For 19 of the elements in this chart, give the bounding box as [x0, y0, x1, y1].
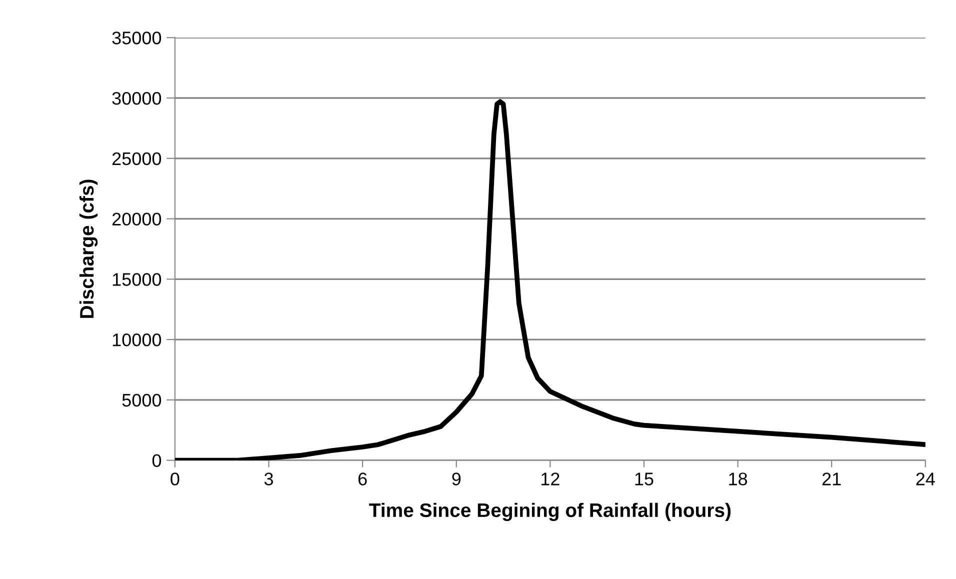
x-tick-label: 6: [358, 472, 367, 486]
y-tick-label: 10000: [112, 333, 162, 346]
y-tick-label: 15000: [112, 273, 162, 286]
x-tick-label: 12: [542, 472, 560, 486]
x-tick-label: 3: [264, 472, 273, 486]
y-tick-label: 0: [152, 454, 162, 468]
x-axis-title: Time Since Begining of Rainfall (hours): [369, 502, 731, 522]
x-tick-label: 18: [729, 472, 748, 486]
x-tick-label: 9: [452, 472, 461, 486]
x-tick-label: 21: [822, 472, 841, 486]
x-tick-label: 15: [635, 472, 654, 486]
y-tick-label: 35000: [112, 32, 162, 44]
y-tick-label: 30000: [112, 92, 162, 105]
y-tick-label: 25000: [112, 152, 162, 166]
x-tick-label: 0: [170, 472, 180, 486]
y-tick-label: 20000: [112, 212, 162, 226]
y-tick-label: 5000: [122, 394, 162, 407]
x-tick-label: 24: [916, 472, 935, 486]
y-axis-title: Discharge (cfs): [79, 180, 98, 318]
